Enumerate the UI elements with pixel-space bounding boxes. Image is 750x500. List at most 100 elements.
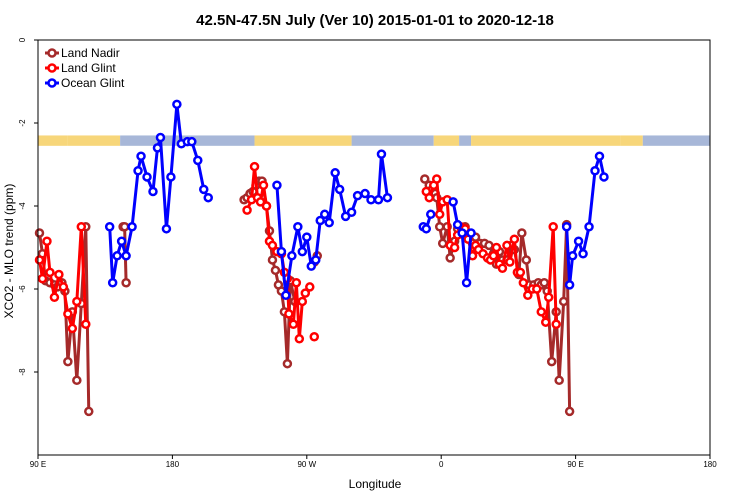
data-point bbox=[187, 136, 197, 147]
data-point bbox=[242, 205, 252, 215]
data-point bbox=[133, 165, 143, 176]
data-point bbox=[421, 224, 432, 234]
data-point bbox=[497, 263, 508, 273]
legend-label: Land Glint bbox=[61, 61, 116, 75]
data-point bbox=[373, 195, 384, 205]
data-point bbox=[305, 282, 315, 292]
data-point bbox=[599, 172, 609, 182]
data-point bbox=[306, 261, 317, 271]
data-point bbox=[34, 255, 45, 265]
band-land-1 bbox=[67, 135, 121, 146]
data-point bbox=[300, 288, 311, 298]
data-point bbox=[288, 319, 299, 330]
data-point bbox=[267, 255, 278, 265]
data-point bbox=[172, 99, 182, 110]
data-point bbox=[546, 356, 557, 367]
data-point bbox=[437, 238, 448, 249]
data-point bbox=[58, 282, 69, 292]
data-point bbox=[155, 132, 166, 143]
data-point bbox=[84, 406, 94, 417]
data-point bbox=[466, 228, 476, 238]
series-line bbox=[565, 154, 606, 287]
data-point bbox=[505, 257, 515, 267]
data-point bbox=[457, 228, 467, 238]
data-point bbox=[199, 184, 209, 195]
x-tick-label: 0 bbox=[439, 460, 444, 469]
data-point bbox=[558, 296, 569, 307]
x-tick-label: 180 bbox=[166, 460, 180, 469]
data-point bbox=[193, 155, 203, 166]
data-point bbox=[434, 222, 445, 232]
data-point bbox=[249, 161, 260, 172]
data-point bbox=[302, 232, 312, 242]
data-point bbox=[445, 253, 455, 263]
data-point bbox=[554, 375, 564, 386]
data-point bbox=[515, 267, 526, 278]
data-point bbox=[517, 228, 527, 238]
data-point bbox=[340, 211, 351, 222]
data-point bbox=[346, 207, 357, 217]
data-point bbox=[324, 217, 334, 228]
band-ocean-9 bbox=[642, 135, 710, 146]
data-point bbox=[584, 222, 594, 232]
legend-marker bbox=[47, 48, 57, 58]
data-point bbox=[548, 222, 558, 232]
y-tick-label: -6 bbox=[18, 285, 27, 293]
band-land-8 bbox=[620, 135, 643, 146]
data-point bbox=[484, 240, 494, 251]
data-point bbox=[539, 278, 549, 288]
legend-item: Land Glint bbox=[45, 61, 116, 75]
data-point bbox=[311, 255, 321, 265]
band-ocean-6 bbox=[459, 135, 472, 146]
data-point bbox=[425, 209, 436, 220]
series-layer bbox=[34, 99, 609, 417]
data-point bbox=[142, 172, 152, 182]
data-point bbox=[521, 255, 532, 265]
axes: 90 E 180 90 W 0 90 E 180 0 -2 -4 -6 -8 bbox=[18, 37, 717, 469]
data-point bbox=[294, 334, 305, 344]
y-tick-label: -2 bbox=[18, 119, 27, 127]
y-tick-label: 0 bbox=[18, 37, 27, 42]
data-point bbox=[330, 168, 340, 178]
legend-marker bbox=[47, 78, 57, 88]
y-tick-label: -8 bbox=[18, 368, 27, 376]
data-point bbox=[420, 174, 430, 184]
data-point bbox=[561, 222, 572, 232]
x-axis-title: Longitude bbox=[349, 477, 402, 491]
data-point bbox=[72, 375, 82, 386]
data-point bbox=[104, 222, 115, 232]
x-tick-label: 90 E bbox=[30, 460, 46, 469]
data-point bbox=[258, 180, 269, 190]
legend-item: Land Nadir bbox=[45, 46, 120, 60]
data-point bbox=[136, 151, 146, 161]
data-point bbox=[63, 309, 73, 319]
data-point bbox=[382, 192, 393, 203]
data-point bbox=[551, 319, 561, 330]
data-point bbox=[107, 278, 118, 288]
data-point bbox=[34, 228, 45, 238]
legend-marker bbox=[47, 63, 57, 73]
data-point bbox=[352, 190, 363, 201]
land-ocean-band bbox=[38, 135, 710, 146]
y-axis-title: XCO2 - MLO trend (ppm) bbox=[2, 184, 16, 319]
data-point bbox=[315, 215, 325, 226]
data-point bbox=[564, 406, 575, 417]
data-point bbox=[309, 331, 320, 342]
data-point bbox=[488, 251, 499, 261]
series-ocean-glint bbox=[104, 99, 609, 300]
data-point bbox=[255, 197, 266, 207]
data-point bbox=[152, 143, 163, 153]
data-point bbox=[281, 290, 291, 300]
data-point bbox=[578, 248, 588, 259]
data-point bbox=[540, 317, 551, 327]
legend-label: Ocean Glint bbox=[61, 76, 125, 90]
data-point bbox=[567, 251, 578, 261]
data-point bbox=[45, 267, 55, 278]
data-point bbox=[161, 224, 172, 234]
data-point bbox=[434, 209, 445, 220]
x-tick-label: 180 bbox=[703, 460, 717, 469]
data-point bbox=[360, 188, 370, 199]
data-point bbox=[72, 296, 82, 307]
data-point bbox=[523, 290, 533, 300]
